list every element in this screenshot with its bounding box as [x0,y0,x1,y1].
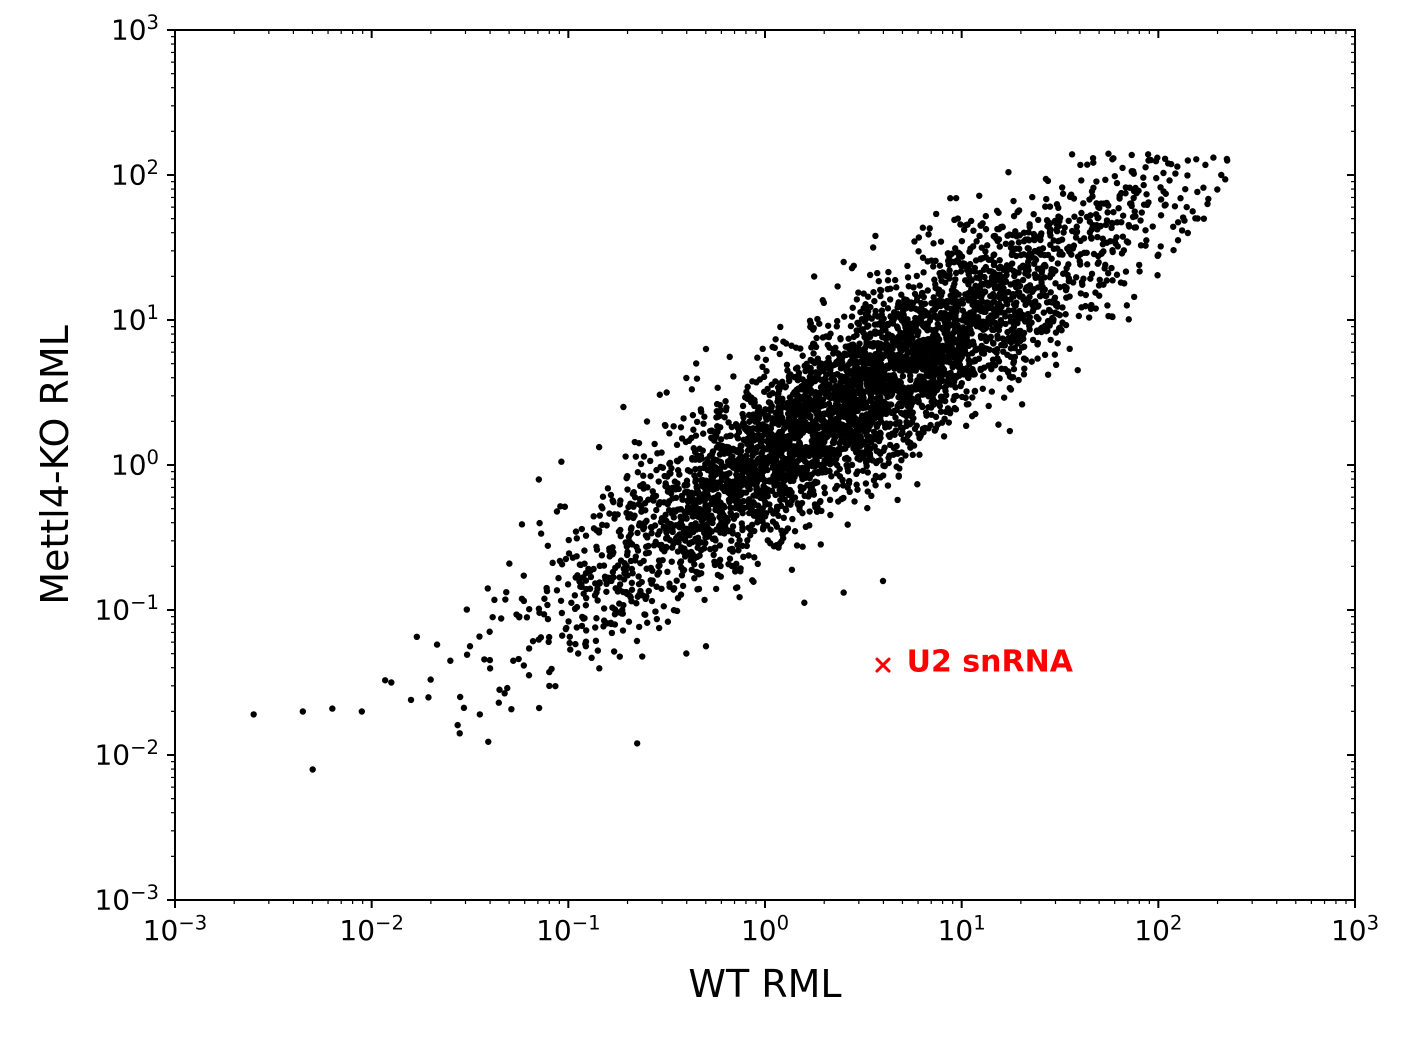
x-tick-label: 10−3 [143,914,208,947]
y-tick-label: 102 [111,159,159,192]
annotation-label: U2 snRNA [907,645,1073,680]
x-tick-label: 100 [741,914,789,947]
x-tick-label: 102 [1134,914,1182,947]
y-tick-label: 10−2 [94,739,159,772]
y-tick-label: 101 [111,304,159,337]
y-tick-label: 10−1 [94,594,159,627]
figure: Mettl4-KO RML WT RML 10−3 10−2 10−1 100 101 1… [0,0,1424,1040]
x-tick-label: 103 [1331,914,1379,947]
x-axis-label: WT RML [688,962,841,1006]
x-tick-label: 10−2 [339,914,404,947]
y-tick-label: 103 [111,14,159,47]
y-tick-label: 100 [111,449,159,482]
x-tick-label: 101 [938,914,986,947]
y-axis-label: Mettl4-KO RML [33,325,77,605]
x-tick-label: 10−1 [536,914,601,947]
scatter-plot [0,0,1424,1040]
y-tick-label: 10−3 [94,884,159,917]
